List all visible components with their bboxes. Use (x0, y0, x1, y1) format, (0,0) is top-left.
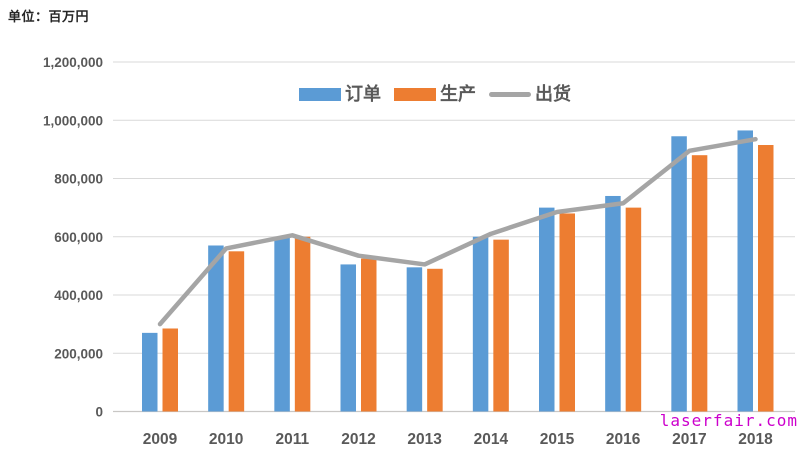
bar-生产-2013 (427, 268, 443, 412)
legend-label-production: 生产 (440, 84, 476, 104)
x-axis-tick-label: 2012 (341, 431, 375, 448)
bar-订单-2013 (406, 267, 423, 412)
legend-item-orders: 订单 (299, 85, 381, 103)
legend-item-production: 生产 (394, 85, 476, 103)
x-axis-tick-label: 2009 (143, 431, 178, 448)
y-axis-tick-label: 0 (95, 405, 103, 420)
bar-生产-2016 (625, 207, 642, 412)
bar-订单-2017 (671, 136, 687, 412)
line-出货 (157, 136, 758, 327)
unit-label: 单位：百万円 (8, 9, 90, 24)
watermark: laserfair.com (659, 411, 798, 430)
bar-生产-2011 (294, 236, 311, 412)
bar-订单-2010 (208, 245, 224, 412)
y-axis-tick-label: 600,000 (54, 230, 103, 245)
bar-生产-2010 (228, 251, 245, 412)
bar-生产-2009 (162, 328, 178, 412)
legend: 订单 生产 出货 (299, 85, 571, 103)
bar-订单-2011 (274, 236, 290, 412)
x-axis-tick-label: 2013 (407, 431, 442, 448)
y-axis-tick-label: 1,200,000 (43, 55, 103, 70)
x-axis-tick-label: 2018 (738, 431, 773, 448)
bar-订单-2014 (472, 236, 489, 412)
bar-生产-2012 (361, 258, 377, 412)
bar-订单-2009 (142, 332, 158, 412)
orders-swatch-icon (299, 87, 341, 101)
legend-label-orders: 订单 (345, 84, 381, 104)
x-axis-tick-label: 2017 (672, 431, 706, 448)
bar-生产-2018 (758, 145, 774, 412)
x-axis-tick-label: 2011 (276, 431, 310, 448)
y-axis-tick-label: 400,000 (54, 288, 103, 303)
bar-生产-2017 (691, 155, 708, 412)
bar-订单-2015 (539, 207, 555, 412)
y-axis-tick-label: 800,000 (54, 172, 103, 187)
bar-生产-2015 (559, 213, 575, 412)
bar-订单-2016 (605, 195, 621, 412)
legend-label-shipment: 出货 (535, 84, 571, 104)
bar-订单-2012 (340, 264, 356, 412)
bar-生产-2014 (493, 239, 509, 412)
shipment-line-swatch-icon (489, 91, 531, 97)
x-axis-tick-label: 2014 (474, 431, 509, 448)
legend-item-shipment: 出货 (489, 85, 571, 103)
bar-订单-2018 (737, 130, 753, 412)
x-axis-tick-label: 2015 (540, 431, 575, 448)
x-axis-tick-label: 2010 (209, 431, 243, 448)
production-swatch-icon (394, 87, 436, 101)
x-axis-tick-label: 2016 (606, 431, 641, 448)
y-axis-tick-label: 1,000,000 (43, 113, 103, 128)
y-axis-tick-label: 200,000 (54, 346, 103, 361)
